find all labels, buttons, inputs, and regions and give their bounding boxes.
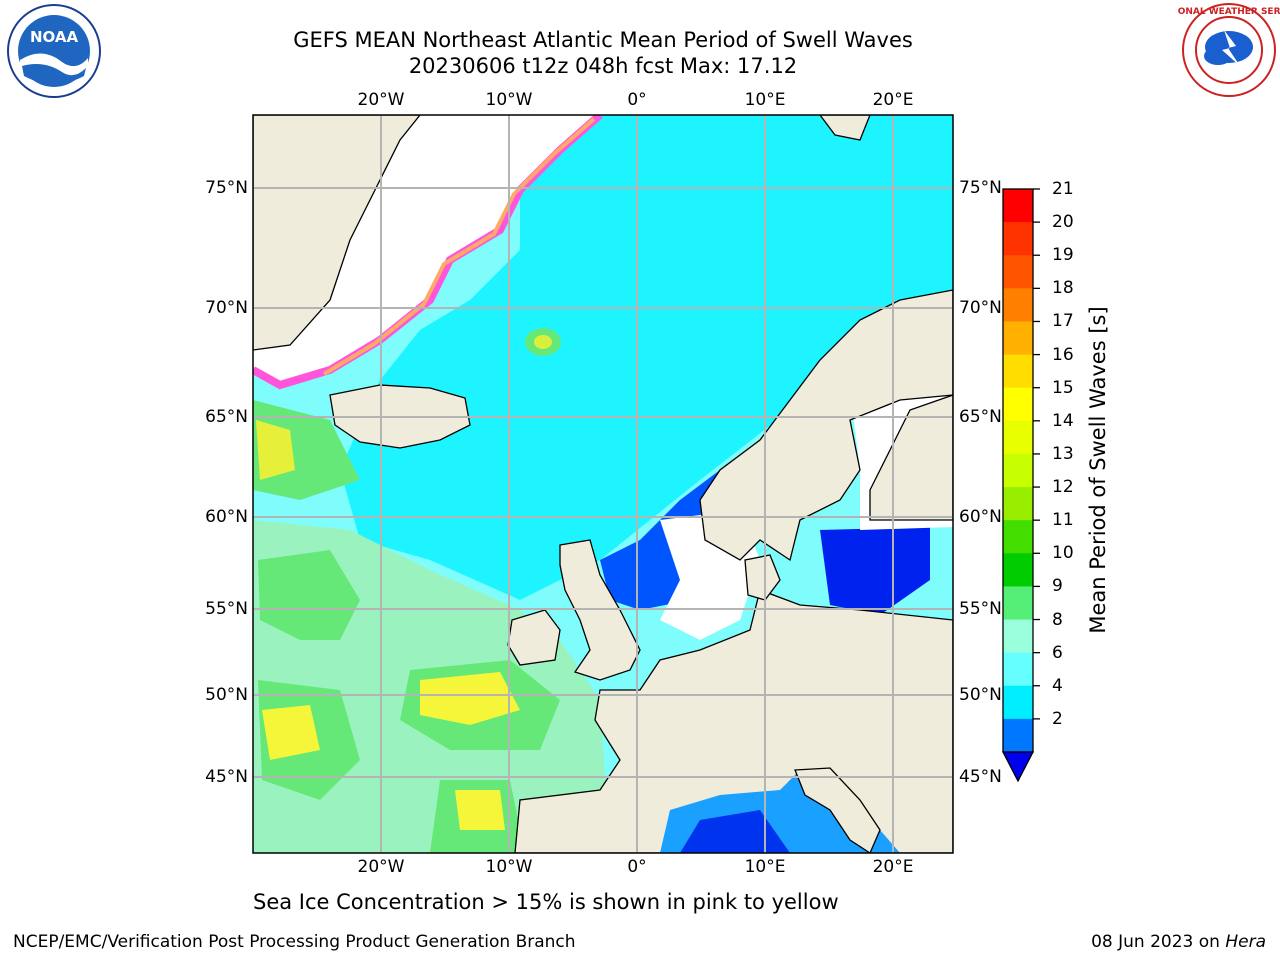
map-gridlines (253, 115, 953, 853)
land-scandinavia (699, 289, 953, 562)
colorbar-tick-label: 8 (1052, 609, 1063, 630)
swell-patch-yellow (420, 672, 520, 725)
lon-label-bottom: 10°W (485, 857, 533, 877)
swell-patch-yellow (455, 790, 505, 830)
colorbar-tick-label: 11 (1052, 510, 1074, 531)
lat-label-right: 60°N (959, 507, 1002, 527)
svg-text:NATIONAL WEATHER SERVICE: NATIONAL WEATHER SERVICE (1178, 7, 1280, 17)
lat-label-left: 60°N (205, 507, 248, 527)
colorbar-segment (1003, 718, 1033, 753)
colorbar-tick-label: 14 (1052, 410, 1074, 431)
footer-credit: NCEP/EMC/Verification Post Processing Pr… (13, 932, 576, 952)
svg-text:NOAA: NOAA (30, 28, 79, 46)
lat-label-right: 50°N (959, 685, 1002, 705)
chart-subtitle: 20230606 t12z 048h fcst Max: 17.12 (408, 54, 798, 78)
lon-label-bottom: 10°E (744, 857, 786, 877)
colorbar-tick-label: 12 (1052, 477, 1074, 498)
colorbar-tick-label: 10 (1052, 543, 1074, 564)
colorbar-segment (1003, 387, 1033, 422)
colorbar-tick-label: 13 (1052, 443, 1074, 464)
ocean-cyan (340, 115, 953, 600)
lat-label-right: 70°N (959, 298, 1002, 318)
swell-low-baltic (820, 527, 930, 615)
colorbar-tick-label: 20 (1052, 212, 1074, 233)
lon-label-top: 10°E (744, 90, 786, 110)
colorbar-segment (1003, 619, 1033, 654)
lat-label-left: 75°N (205, 178, 248, 198)
colorbar-segment (1003, 354, 1033, 389)
lat-label-left: 55°N (205, 599, 248, 619)
lat-label-right: 45°N (959, 767, 1002, 787)
lat-label-right: 65°N (959, 407, 1002, 427)
lat-label-right: 55°N (959, 599, 1002, 619)
colorbar-tick-label: 6 (1052, 642, 1063, 663)
lon-label-top: 20°E (872, 90, 914, 110)
colorbar-tick-label: 15 (1052, 377, 1074, 398)
nws-logo: NATIONAL WEATHER SERVICE (1178, 3, 1280, 97)
lon-label-bottom: 20°E (872, 857, 914, 877)
lat-label-left: 70°N (205, 298, 248, 318)
colorbar-tick-label: 9 (1052, 576, 1063, 597)
colorbar-tick-label: 21 (1052, 179, 1074, 199)
colorbar-frame (1002, 188, 1034, 753)
footer-date: 08 Jun 2023 on Hera (1091, 932, 1266, 952)
colorbar-tick-label: 16 (1052, 344, 1074, 365)
lon-label-bottom: 20°W (357, 857, 405, 877)
swell-patch-green (253, 400, 360, 500)
colorbar (1003, 189, 1033, 753)
colorbar-segment (1003, 586, 1033, 621)
colorbar-segment (1003, 652, 1033, 687)
lon-label-top: 20°W (357, 90, 405, 110)
colorbar-segment (1003, 685, 1033, 720)
lon-label-bottom: 0° (627, 857, 647, 877)
swell-patch-yellow (262, 705, 320, 760)
colorbar-segment (1003, 189, 1033, 223)
swell-patch-yellow (256, 420, 295, 480)
colorbar-tick-label: 19 (1052, 245, 1074, 266)
sea-ice-note: Sea Ice Concentration > 15% is shown in … (253, 890, 839, 914)
colorbar-segment (1003, 255, 1033, 289)
colorbar-tick-label: 18 (1052, 278, 1074, 299)
footer-date-text: 08 Jun 2023 on (1091, 932, 1220, 952)
colorbar-segment (1003, 222, 1033, 256)
colorbar-segment (1003, 453, 1033, 488)
colorbar-segment (1003, 487, 1033, 521)
colorbar-title: Mean Period of Swell Waves [s] (1086, 306, 1110, 634)
noaa-logo: NOAA (7, 4, 101, 98)
lon-label-top: 0° (627, 90, 647, 110)
colorbar-segment (1003, 520, 1033, 554)
colorbar-segment (1003, 288, 1033, 322)
colorbar-extend-arrow (1001, 751, 1035, 783)
swell-patch-green (258, 550, 360, 640)
lat-label-right: 75°N (959, 178, 1002, 198)
land-svalbard (819, 115, 871, 141)
land-italy (794, 767, 881, 853)
land-greenland (253, 115, 421, 351)
lat-label-left: 50°N (205, 685, 248, 705)
colorbar-tick-label: 4 (1052, 675, 1063, 696)
colorbar-tick-label: 17 (1052, 311, 1074, 332)
map-frame (252, 114, 954, 854)
land-finland (869, 394, 953, 521)
footer-machine: Hera (1225, 932, 1266, 952)
lat-label-left: 45°N (205, 767, 248, 787)
colorbar-segment (1003, 420, 1033, 455)
lon-label-top: 10°W (485, 90, 533, 110)
lat-label-left: 65°N (205, 407, 248, 427)
chart-title: GEFS MEAN Northeast Atlantic Mean Period… (293, 28, 913, 52)
map-content (253, 115, 953, 853)
colorbar-segment (1003, 553, 1033, 587)
colorbar-tick-label: 2 (1052, 708, 1063, 729)
colorbar-segment (1003, 321, 1033, 356)
